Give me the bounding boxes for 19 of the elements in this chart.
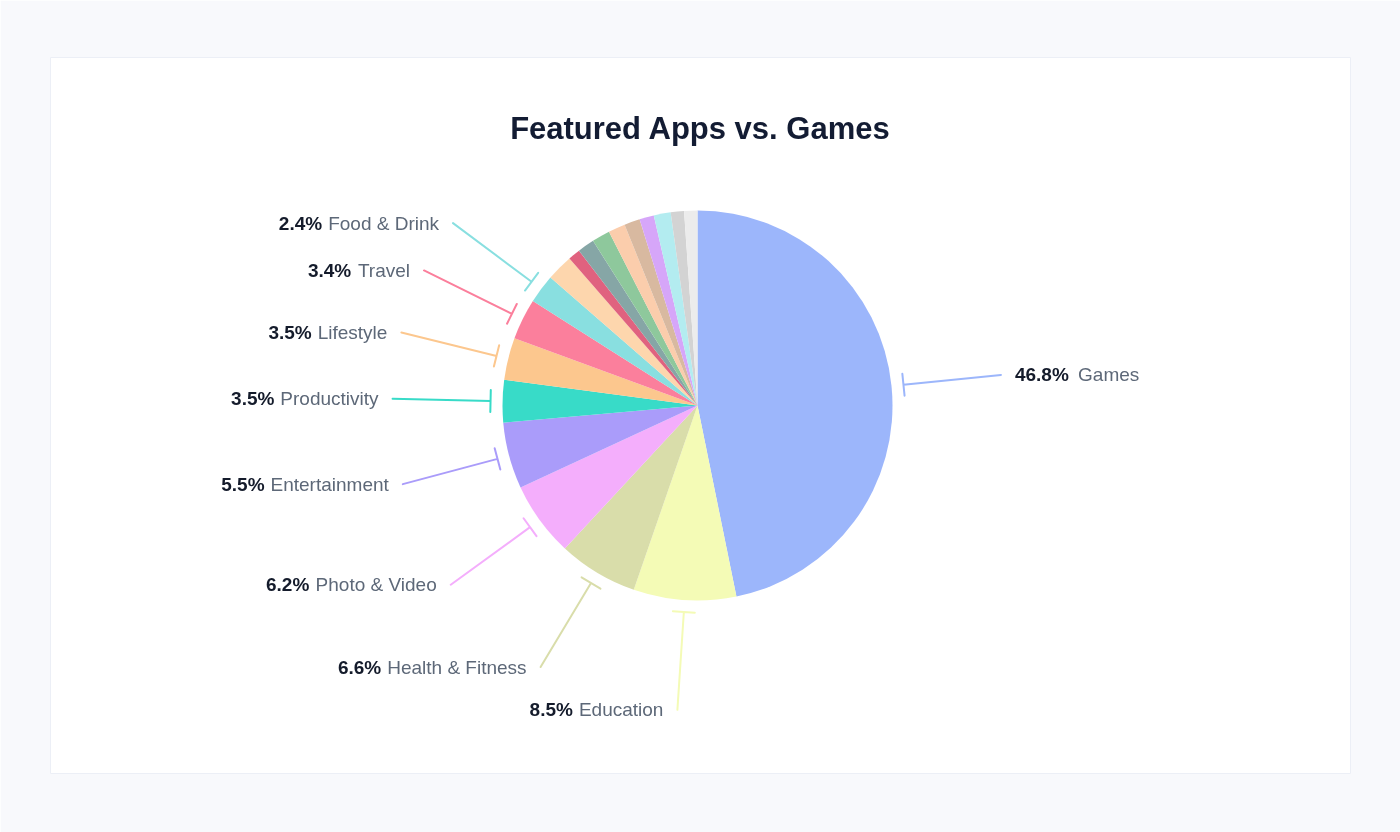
data-label: 5.5% [221, 473, 265, 495]
slice-label: Health & Fitness [387, 656, 527, 678]
data-label: 3.5% [231, 388, 275, 410]
slice-label: Productivity [280, 388, 380, 410]
slice-label: Travel [357, 259, 411, 281]
data-label: 2.4% [278, 212, 323, 234]
slice-label: Lifestyle [317, 321, 388, 343]
slice-label: Education [578, 699, 664, 721]
data-label: 6.2% [265, 574, 310, 596]
slice-label: Games [1078, 364, 1140, 386]
slice-label: Entertainment [270, 473, 390, 495]
data-label: 6.6% [337, 656, 382, 678]
data-label: 3.5% [268, 321, 312, 343]
data-label: 3.4% [307, 259, 352, 281]
data-label: 8.5% [529, 699, 574, 721]
chart-title: Featured Apps vs. Games [510, 111, 890, 146]
data-label: 46.8% [1014, 364, 1069, 386]
slice-label: Food & Drink [328, 212, 440, 234]
slice-label: Photo & Video [315, 574, 437, 596]
